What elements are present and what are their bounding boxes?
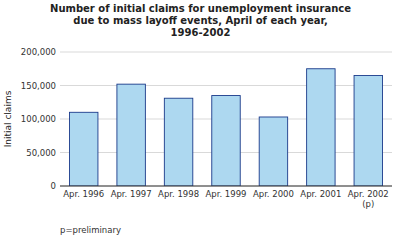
- x-tick-label: Apr. 1996: [63, 189, 104, 199]
- footnote: p=preliminary: [60, 225, 121, 235]
- y-axis-label: Initial claims: [3, 90, 13, 147]
- x-tick-label-line: Apr. 2002: [348, 189, 389, 199]
- x-tick-label-line: Apr. 1997: [111, 189, 152, 199]
- x-tick-label: Apr. 1998: [158, 189, 199, 199]
- title: Number of initial claims for unemploymen…: [50, 3, 351, 38]
- bar: [354, 75, 382, 186]
- bar: [117, 84, 145, 186]
- chart: Number of initial claims for unemploymen…: [0, 0, 401, 238]
- x-tick-label: Apr. 2001: [300, 189, 341, 199]
- y-tick-label: 150,000: [21, 81, 56, 91]
- grid-line: [60, 52, 392, 53]
- title-line: due to mass layoff events, April of each…: [73, 15, 328, 26]
- grid-line: [60, 85, 392, 86]
- y-tick-label: 50,000: [26, 148, 56, 158]
- bar: [164, 98, 192, 186]
- y-tick-label: 200,000: [21, 47, 56, 57]
- x-tick-label-line: Apr. 1996: [63, 189, 104, 199]
- y-tick-label: 100,000: [21, 114, 56, 124]
- title-line: Number of initial claims for unemploymen…: [50, 3, 351, 14]
- x-tick-label: Apr. 1999: [206, 189, 247, 199]
- bar: [307, 69, 335, 186]
- x-tick-label-line: Apr. 2001: [300, 189, 341, 199]
- x-axis-line: [60, 186, 392, 187]
- grid-line: [60, 186, 392, 187]
- bar: [259, 117, 287, 186]
- bars: [69, 69, 382, 186]
- x-tick-label-line: Apr. 1999: [206, 189, 247, 199]
- x-tick-label-line: (p): [362, 199, 374, 209]
- y-tick-label: 0: [51, 181, 56, 191]
- bar: [212, 96, 240, 186]
- x-tick-label-line: Apr. 1998: [158, 189, 199, 199]
- bar: [69, 112, 97, 186]
- x-tick-label-line: Apr. 2000: [253, 189, 294, 199]
- x-tick-label: Apr. 2000: [253, 189, 294, 199]
- title-line: 1996-2002: [171, 27, 231, 38]
- x-tick-label: Apr. 2002(p): [348, 189, 389, 209]
- x-tick-label: Apr. 1997: [111, 189, 152, 199]
